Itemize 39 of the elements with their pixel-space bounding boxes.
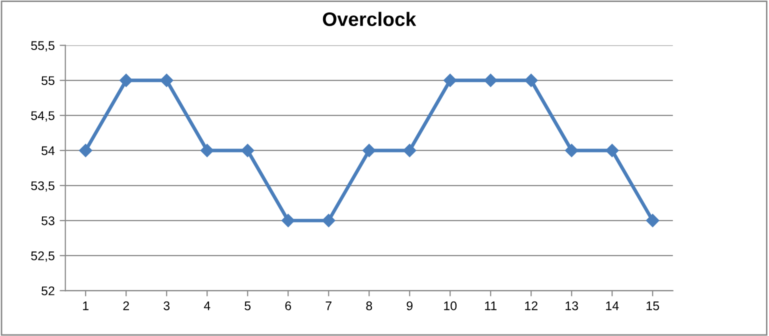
x-tick-label: 8 (366, 301, 372, 310)
point (241, 144, 254, 158)
y-tick-label: 53 (42, 216, 54, 226)
x-tick-label: 12 (525, 301, 538, 310)
point (362, 144, 376, 158)
x-tick-label: 11 (485, 302, 497, 310)
point (444, 74, 457, 87)
y-tick-label: 55,5 (31, 41, 54, 52)
y-tick-label: 54 (42, 146, 55, 156)
x-tick-label: 10 (444, 301, 457, 310)
x-tick-label: 3 (164, 301, 170, 310)
x-tick-label: 2 (123, 301, 129, 310)
y-tick-label: 52,5 (31, 251, 54, 262)
y-tick-label: 53,5 (31, 181, 54, 192)
point (606, 144, 619, 158)
x-tick-label: 7 (326, 302, 332, 310)
point (120, 74, 133, 87)
point (200, 144, 214, 158)
point (484, 74, 498, 87)
x-tick-label: 9 (406, 301, 413, 310)
point (524, 74, 538, 87)
x-tick-label: 4 (204, 302, 210, 310)
point (403, 144, 416, 158)
point (79, 144, 92, 158)
point (565, 144, 578, 158)
x-tick-label: 6 (285, 301, 292, 310)
x-tick-label: 1 (83, 302, 88, 310)
y-tick-label: 55 (42, 76, 54, 86)
x-tick-label: 5 (244, 302, 251, 310)
point (160, 74, 174, 87)
point (646, 214, 660, 228)
point (322, 214, 336, 228)
y-tick-label: 54,5 (31, 111, 54, 122)
y-tick-label: 52 (42, 286, 54, 296)
point (282, 214, 295, 228)
x-tick-label: 15 (646, 302, 660, 310)
x-tick-label: 13 (566, 301, 578, 310)
chart-title: Overclock (322, 12, 416, 26)
x-tick-label: 14 (606, 302, 619, 310)
